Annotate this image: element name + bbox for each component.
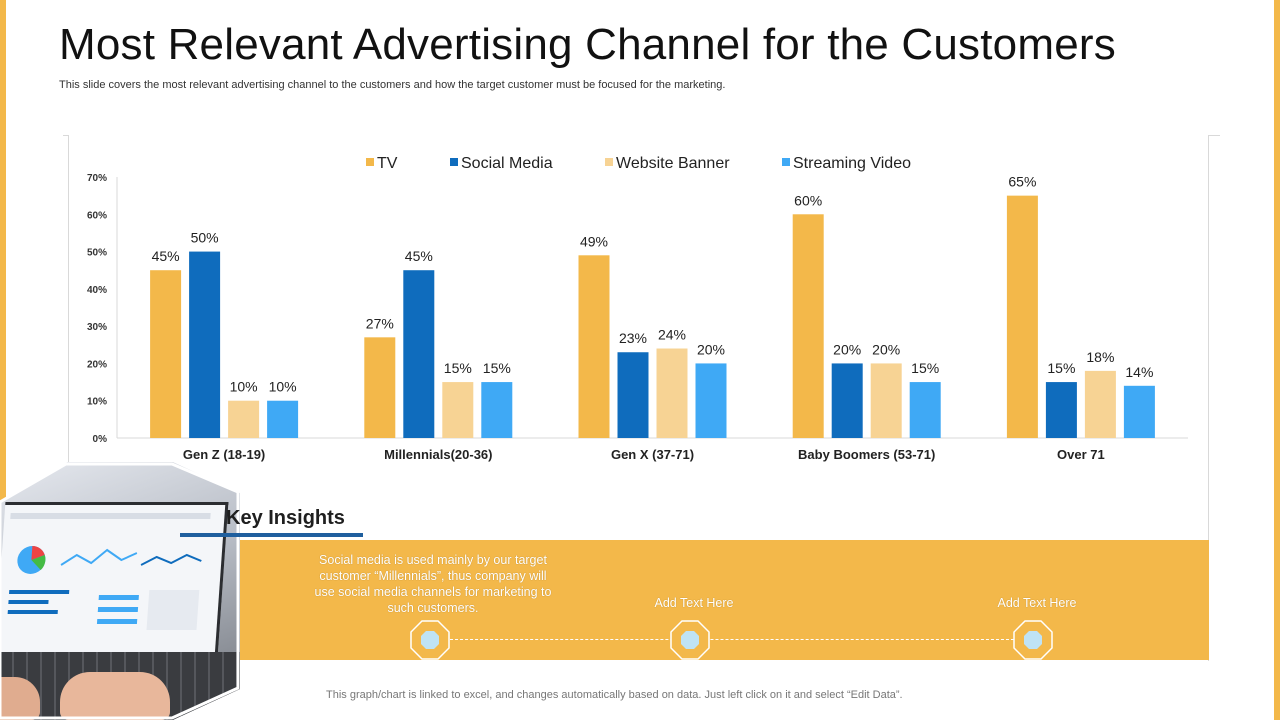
x-tick-label: Gen X (37-71) (611, 447, 694, 462)
data-label: 27% (366, 315, 394, 331)
insight-text-1: Social media is used mainly by our targe… (314, 553, 552, 615)
y-tick-label: 60% (87, 210, 107, 221)
left-accent-bar (0, 0, 6, 720)
y-tick-label: 50% (87, 248, 107, 259)
data-label: 14% (1125, 364, 1153, 380)
bar (150, 270, 182, 438)
bar (481, 382, 513, 438)
bar (1084, 370, 1116, 438)
bar (364, 337, 396, 438)
data-label: 65% (1008, 174, 1036, 190)
dashboard-graphic (7, 513, 211, 630)
frame-tick-right (1208, 135, 1220, 136)
bar-chart[interactable]: 0% 10% 20% 30% 40% 50% 60% 70% 45% 50% 10% 10% Gen Z… (0, 0, 1280, 480)
bar (617, 352, 649, 438)
laptop-image (0, 462, 240, 720)
bar (831, 363, 863, 438)
data-label: 18% (1086, 349, 1114, 365)
data-label: 24% (658, 327, 686, 343)
bar (870, 363, 902, 438)
bar (403, 270, 435, 438)
bar (578, 255, 610, 438)
data-label: 15% (1047, 360, 1075, 376)
data-label: 20% (697, 341, 725, 357)
y-tick-label: 40% (87, 285, 107, 296)
x-tick-label: Millennials(20-36) (384, 447, 492, 462)
x-tick-label: Baby Boomers (53-71) (798, 447, 935, 462)
bar (695, 363, 727, 438)
data-label: 23% (619, 330, 647, 346)
key-insights-title: Key Insights (226, 507, 345, 529)
data-label: 50% (191, 230, 219, 246)
hand-left (0, 677, 40, 720)
insight-text-3: Add Text Here (997, 596, 1077, 610)
page-subtitle: This slide covers the most relevant adve… (59, 79, 726, 91)
legend-label: Website Banner (616, 155, 730, 172)
data-label: 10% (269, 379, 297, 395)
bar (1006, 195, 1038, 438)
insight-text-2: Add Text Here (654, 596, 734, 610)
laptop-screen (0, 502, 229, 658)
bar (656, 348, 688, 438)
legend-swatch (450, 158, 458, 166)
y-tick-label: 0% (93, 434, 108, 445)
legend-label: Streaming Video (793, 155, 911, 172)
bar (189, 251, 221, 438)
insights-connector-line (430, 639, 1034, 640)
bar (792, 214, 824, 438)
chart-frame (63, 135, 1220, 661)
data-label: 15% (483, 360, 511, 376)
legend-label: Social Media (461, 155, 553, 172)
data-label: 15% (444, 360, 472, 376)
data-label: 10% (230, 379, 258, 395)
legend-label: TV (377, 155, 398, 172)
y-tick-label: 70% (87, 173, 107, 184)
bar (442, 382, 474, 438)
data-label: 45% (405, 248, 433, 264)
right-accent-bar (1274, 0, 1280, 720)
y-tick-label: 20% (87, 359, 107, 370)
x-tick-label: Over 71 (1057, 447, 1105, 462)
data-label: 49% (580, 233, 608, 249)
bar (909, 382, 941, 438)
key-insights-underline (180, 533, 363, 537)
data-label: 15% (911, 360, 939, 376)
hand-right (60, 672, 170, 720)
laptop-photo (0, 462, 240, 720)
bar (1123, 385, 1155, 438)
page-title: Most Relevant Advertising Channel for th… (59, 20, 1116, 69)
data-label: 20% (872, 341, 900, 357)
frame-tick-left (63, 135, 69, 136)
y-tick-label: 30% (87, 322, 107, 333)
legend-swatch (605, 158, 613, 166)
legend-swatch (782, 158, 790, 166)
bar (1045, 382, 1077, 438)
data-label: 20% (833, 341, 861, 357)
bar (267, 400, 299, 438)
y-tick-label: 10% (87, 397, 107, 408)
legend-swatch (366, 158, 374, 166)
footer-note: This graph/chart is linked to excel, and… (326, 689, 903, 701)
x-tick-label: Gen Z (18-19) (183, 447, 265, 462)
bar (228, 400, 260, 438)
octagon-frame (0, 462, 240, 720)
data-label: 45% (152, 248, 180, 264)
data-label: 60% (794, 192, 822, 208)
